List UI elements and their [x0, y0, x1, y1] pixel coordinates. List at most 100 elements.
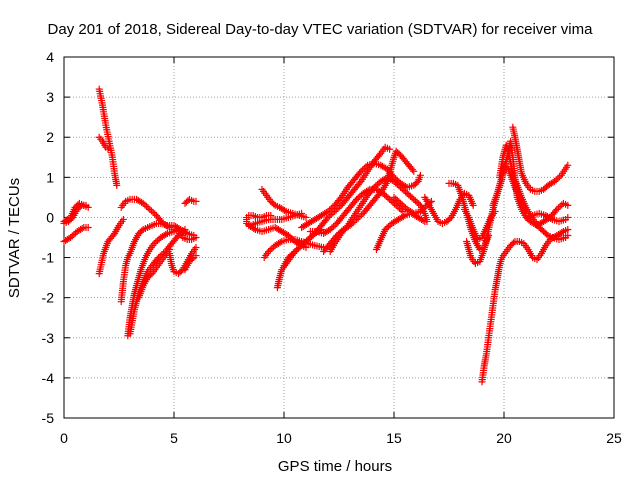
- y-axis-label: SDTVAR / TECUs: [6, 178, 23, 298]
- data-point: [372, 182, 380, 190]
- data-point: [266, 246, 274, 254]
- data-point: [398, 185, 406, 193]
- data-point: [299, 240, 307, 248]
- data-point: [393, 196, 401, 204]
- data-point: [510, 239, 518, 247]
- data-point: [418, 206, 426, 214]
- x-tick-label: 20: [496, 430, 512, 446]
- data-point: [392, 179, 400, 187]
- data-point: [289, 249, 297, 257]
- data-point: [119, 215, 127, 223]
- data-point: [421, 217, 429, 225]
- data-point: [138, 227, 146, 235]
- data-point: [390, 177, 398, 185]
- y-tick-label: -5: [42, 410, 55, 426]
- series-arc-06: [95, 215, 127, 278]
- data-point: [416, 171, 424, 179]
- data-point: [547, 214, 555, 222]
- series-arc-01: [60, 223, 92, 246]
- data-point: [396, 204, 403, 212]
- data-point: [558, 228, 566, 236]
- data-point: [84, 223, 92, 231]
- series-arc-04: [95, 85, 121, 189]
- y-tick-label: 2: [46, 129, 54, 145]
- series-arc-26: [326, 173, 431, 256]
- data-point: [149, 208, 157, 216]
- x-tick-label: 10: [276, 430, 292, 446]
- tick-labels: 0 5 10 15 20 25 -5 -4 -3 -2 -1 0 1 2 3 4: [42, 49, 622, 446]
- data-point: [267, 211, 275, 219]
- data-point: [67, 234, 75, 241]
- data-point: [288, 251, 296, 259]
- data-point: [356, 192, 364, 200]
- data-point: [281, 206, 289, 214]
- data-point: [328, 224, 336, 232]
- x-tick-label: 15: [386, 430, 402, 446]
- data-point: [336, 203, 344, 211]
- data-point: [370, 183, 378, 191]
- data-point: [286, 252, 294, 260]
- data-point: [308, 232, 315, 240]
- data-point: [78, 224, 86, 232]
- data-point: [399, 212, 407, 220]
- data-point: [403, 189, 411, 197]
- data-point: [109, 231, 117, 239]
- data-point: [152, 238, 160, 246]
- series-arc-08: [117, 219, 198, 306]
- data-point: [294, 245, 302, 253]
- data-point: [327, 210, 335, 218]
- data-markers: [60, 85, 572, 386]
- data-point: [324, 213, 332, 221]
- data-point: [419, 216, 427, 224]
- data-point: [358, 211, 366, 219]
- y-tick-label: 1: [46, 169, 54, 185]
- series-arc-35: [496, 141, 572, 244]
- data-point: [357, 167, 365, 175]
- data-point: [146, 205, 154, 213]
- data-point: [395, 198, 403, 206]
- data-point: [298, 242, 306, 250]
- data-point: [301, 239, 309, 247]
- axis-ticks: [63, 56, 615, 419]
- data-point: [356, 212, 364, 220]
- data-point: [329, 203, 337, 211]
- y-tick-label: 4: [46, 49, 54, 65]
- y-tick-label: -3: [42, 330, 55, 346]
- data-point: [326, 225, 334, 233]
- data-point: [381, 225, 389, 233]
- series-arc-05: [95, 133, 112, 153]
- data-point: [141, 201, 149, 209]
- data-point: [389, 198, 397, 206]
- data-point: [104, 145, 112, 153]
- data-point: [188, 255, 196, 263]
- series-arc-03: [60, 201, 90, 227]
- data-point: [331, 207, 339, 215]
- data-point: [400, 202, 408, 210]
- data-point: [192, 234, 200, 241]
- y-tick-label: 0: [46, 209, 54, 225]
- data-point: [150, 240, 158, 248]
- data-point: [330, 222, 337, 230]
- data-point: [375, 151, 383, 159]
- data-point: [356, 179, 364, 187]
- data-point: [408, 166, 416, 174]
- data-point: [381, 191, 389, 199]
- plot-frame: [63, 56, 615, 419]
- data-point: [390, 193, 398, 201]
- data-point: [143, 202, 150, 210]
- data-point: [329, 209, 337, 217]
- data-point: [192, 197, 200, 205]
- data-point: [192, 244, 200, 252]
- data-point: [415, 200, 423, 208]
- data-point: [250, 224, 258, 232]
- data-point: [564, 231, 572, 239]
- x-axis-label: GPS time / hours: [278, 458, 392, 475]
- data-point: [70, 230, 78, 238]
- x-tick-label: 5: [170, 430, 178, 446]
- data-point: [564, 161, 572, 169]
- data-point: [306, 234, 314, 242]
- data-point: [303, 237, 311, 245]
- data-point: [413, 198, 421, 206]
- data-point: [420, 204, 428, 212]
